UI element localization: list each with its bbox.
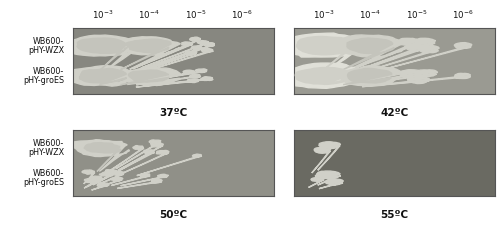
Polygon shape: [140, 69, 207, 82]
Polygon shape: [68, 35, 138, 69]
Polygon shape: [383, 43, 472, 70]
Polygon shape: [143, 49, 214, 72]
Text: pHY-WZX: pHY-WZX: [28, 148, 64, 157]
Text: 37ºC: 37ºC: [159, 108, 187, 118]
Polygon shape: [138, 46, 202, 71]
Polygon shape: [356, 38, 419, 68]
Polygon shape: [121, 151, 169, 174]
Polygon shape: [120, 174, 168, 186]
Polygon shape: [336, 66, 402, 86]
Polygon shape: [120, 39, 171, 69]
Polygon shape: [133, 42, 193, 69]
Polygon shape: [98, 171, 124, 185]
Polygon shape: [136, 74, 200, 85]
Polygon shape: [116, 140, 161, 169]
Polygon shape: [362, 76, 430, 87]
Polygon shape: [296, 36, 354, 69]
Polygon shape: [312, 147, 330, 173]
Polygon shape: [84, 143, 120, 171]
Polygon shape: [71, 140, 130, 171]
Text: pHY-groES: pHY-groES: [24, 178, 64, 187]
Polygon shape: [318, 142, 340, 170]
Polygon shape: [134, 70, 195, 83]
Text: pHY-WZX: pHY-WZX: [28, 46, 64, 55]
Text: $10^{-4}$: $10^{-4}$: [138, 9, 160, 21]
Polygon shape: [360, 43, 427, 70]
Text: $10^{-4}$: $10^{-4}$: [360, 9, 381, 21]
Polygon shape: [315, 171, 341, 185]
Polygon shape: [93, 172, 114, 185]
Text: WB600-: WB600-: [33, 169, 64, 178]
Polygon shape: [319, 179, 344, 189]
Polygon shape: [66, 66, 136, 86]
Polygon shape: [141, 41, 209, 68]
Polygon shape: [80, 69, 126, 85]
Polygon shape: [295, 68, 352, 85]
Polygon shape: [114, 150, 154, 174]
Polygon shape: [358, 70, 422, 83]
Polygon shape: [117, 67, 180, 86]
Text: WB600-: WB600-: [33, 139, 64, 147]
Polygon shape: [108, 146, 144, 172]
Text: $10^{-3}$: $10^{-3}$: [92, 9, 114, 21]
Polygon shape: [112, 174, 150, 185]
Polygon shape: [136, 79, 199, 87]
Polygon shape: [366, 70, 438, 83]
Polygon shape: [98, 177, 123, 187]
Text: $10^{-6}$: $10^{-6}$: [231, 9, 252, 21]
Polygon shape: [344, 38, 394, 69]
Polygon shape: [343, 69, 392, 85]
Text: 55ºC: 55ºC: [380, 210, 408, 220]
Polygon shape: [118, 143, 164, 170]
Polygon shape: [82, 170, 95, 184]
Polygon shape: [365, 38, 436, 68]
Text: WB600-: WB600-: [33, 67, 64, 76]
Polygon shape: [136, 37, 200, 66]
Polygon shape: [366, 45, 439, 71]
Polygon shape: [308, 177, 324, 187]
Polygon shape: [84, 179, 96, 188]
Polygon shape: [144, 43, 214, 69]
Text: pHY-groES: pHY-groES: [24, 76, 64, 85]
Text: $10^{-5}$: $10^{-5}$: [184, 9, 206, 21]
Polygon shape: [142, 77, 213, 86]
Text: WB600-: WB600-: [33, 37, 64, 46]
Polygon shape: [87, 176, 102, 187]
Text: $10^{-3}$: $10^{-3}$: [314, 9, 334, 21]
Polygon shape: [284, 33, 362, 69]
Polygon shape: [334, 35, 406, 69]
Polygon shape: [134, 51, 197, 73]
Polygon shape: [94, 170, 117, 183]
Text: 42ºC: 42ºC: [380, 108, 408, 118]
Text: 50ºC: 50ºC: [159, 210, 187, 220]
Polygon shape: [137, 154, 202, 176]
Polygon shape: [284, 63, 362, 88]
Polygon shape: [77, 38, 128, 69]
Polygon shape: [92, 182, 110, 190]
Text: $10^{-5}$: $10^{-5}$: [406, 9, 427, 21]
Polygon shape: [117, 179, 162, 188]
Polygon shape: [120, 70, 169, 85]
Text: $10^{-6}$: $10^{-6}$: [452, 9, 473, 21]
Polygon shape: [120, 37, 180, 69]
Polygon shape: [382, 73, 470, 85]
